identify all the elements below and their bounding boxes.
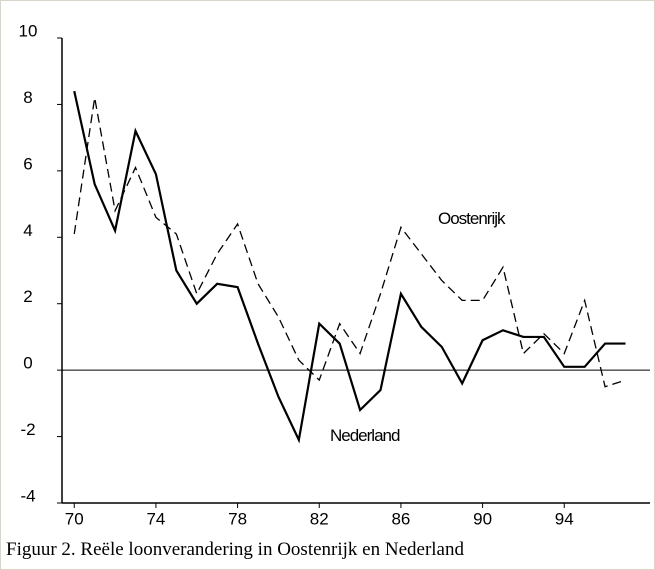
series-label: Nederland [330, 426, 400, 445]
y-tick-label: -4 [20, 486, 35, 505]
y-tick-label: 2 [23, 287, 32, 306]
y-tick-label: 8 [23, 88, 32, 107]
x-tick-label: 90 [473, 509, 492, 528]
series-line [73, 90, 626, 444]
y-tick-label: 4 [23, 221, 32, 240]
x-tick-label: 70 [65, 509, 84, 528]
y-tick-label: 0 [23, 354, 32, 373]
y-tick-label: 6 [23, 154, 32, 173]
caption: Figuur 2. Reële loonverandering in Ooste… [6, 539, 464, 560]
y-tick-label: 10 [19, 21, 38, 40]
y-tick-label: -2 [20, 420, 35, 439]
series-label: Oostenrijk [438, 209, 506, 228]
x-tick-label: 74 [146, 509, 165, 528]
x-tick-label: 94 [555, 509, 574, 528]
series-line [73, 97, 626, 388]
x-tick-label: 86 [391, 509, 410, 528]
x-tick-label: 82 [310, 509, 329, 528]
x-tick-label: 78 [228, 509, 247, 528]
